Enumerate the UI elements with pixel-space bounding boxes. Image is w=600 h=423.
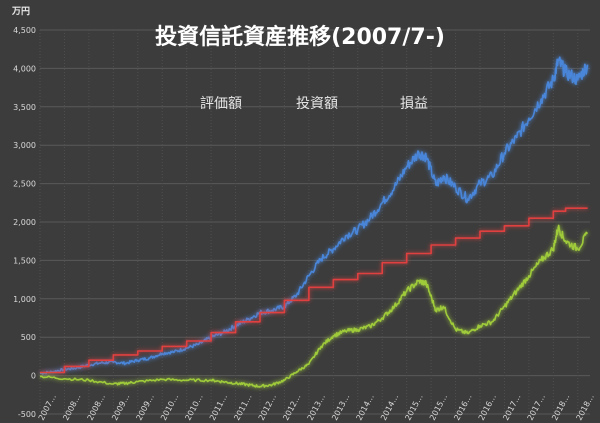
x-tick-label: 2015… bbox=[403, 393, 424, 422]
y-tick-label: 3,500 bbox=[13, 103, 36, 112]
x-tick-label: 2009… bbox=[135, 393, 156, 422]
x-tick-label: 2012… bbox=[257, 393, 278, 422]
series-line bbox=[39, 56, 589, 375]
y-tick-label: 4,500 bbox=[13, 26, 36, 35]
x-tick-label: 2017… bbox=[501, 393, 522, 422]
y-tick-label: 500 bbox=[21, 333, 36, 342]
x-tick-label: 2014… bbox=[379, 393, 400, 422]
x-tick-label: 2008… bbox=[61, 393, 82, 422]
y-tick-label: -500 bbox=[18, 410, 36, 419]
series-lines bbox=[39, 56, 589, 388]
x-tick-label: 2007… bbox=[37, 393, 58, 422]
x-tick-label: 2015… bbox=[428, 393, 449, 422]
x-tick-label: 2016… bbox=[477, 393, 498, 422]
x-tick-label: 2013… bbox=[306, 393, 327, 422]
x-tick-label: 2016… bbox=[452, 393, 473, 422]
y-tick-label: 0 bbox=[31, 372, 36, 381]
x-tick-label: 2010… bbox=[159, 393, 180, 422]
x-tick-label: 2017… bbox=[526, 393, 547, 422]
x-tick-label: 2010… bbox=[183, 393, 204, 422]
y-tick-label: 1,000 bbox=[13, 295, 36, 304]
x-tick-label: 2011… bbox=[232, 393, 253, 422]
y-tick-label: 2,500 bbox=[13, 180, 36, 189]
y-tick-label: 1,500 bbox=[13, 256, 36, 265]
x-tick-label: 2013… bbox=[330, 393, 351, 422]
y-tick-label: 3,000 bbox=[13, 141, 36, 150]
legend-label: 評価額 bbox=[200, 96, 242, 112]
series-line bbox=[39, 224, 588, 388]
legend-label: 損益 bbox=[400, 96, 428, 112]
gridlines bbox=[39, 29, 590, 415]
series-line bbox=[40, 207, 588, 374]
y-tick-label: 2,000 bbox=[13, 218, 36, 227]
x-tick-label: 2014… bbox=[355, 393, 376, 422]
chart-title: 投資信託資産推移(2007/7-) bbox=[155, 24, 445, 50]
legend: 評価額 投資額 損益 bbox=[172, 96, 428, 112]
x-tick-label: 2018… bbox=[575, 393, 596, 422]
y-unit-label: 万円 bbox=[11, 6, 30, 17]
x-tick-label: 2008… bbox=[86, 393, 107, 422]
x-tick-label: 2011… bbox=[208, 393, 229, 422]
x-tick-label: 2012… bbox=[281, 393, 302, 422]
x-tick-label: 2018… bbox=[550, 393, 571, 422]
legend-label: 投資額 bbox=[296, 96, 338, 112]
y-tick-label: 4,000 bbox=[13, 64, 36, 73]
x-tick-label: 2009… bbox=[110, 393, 131, 422]
